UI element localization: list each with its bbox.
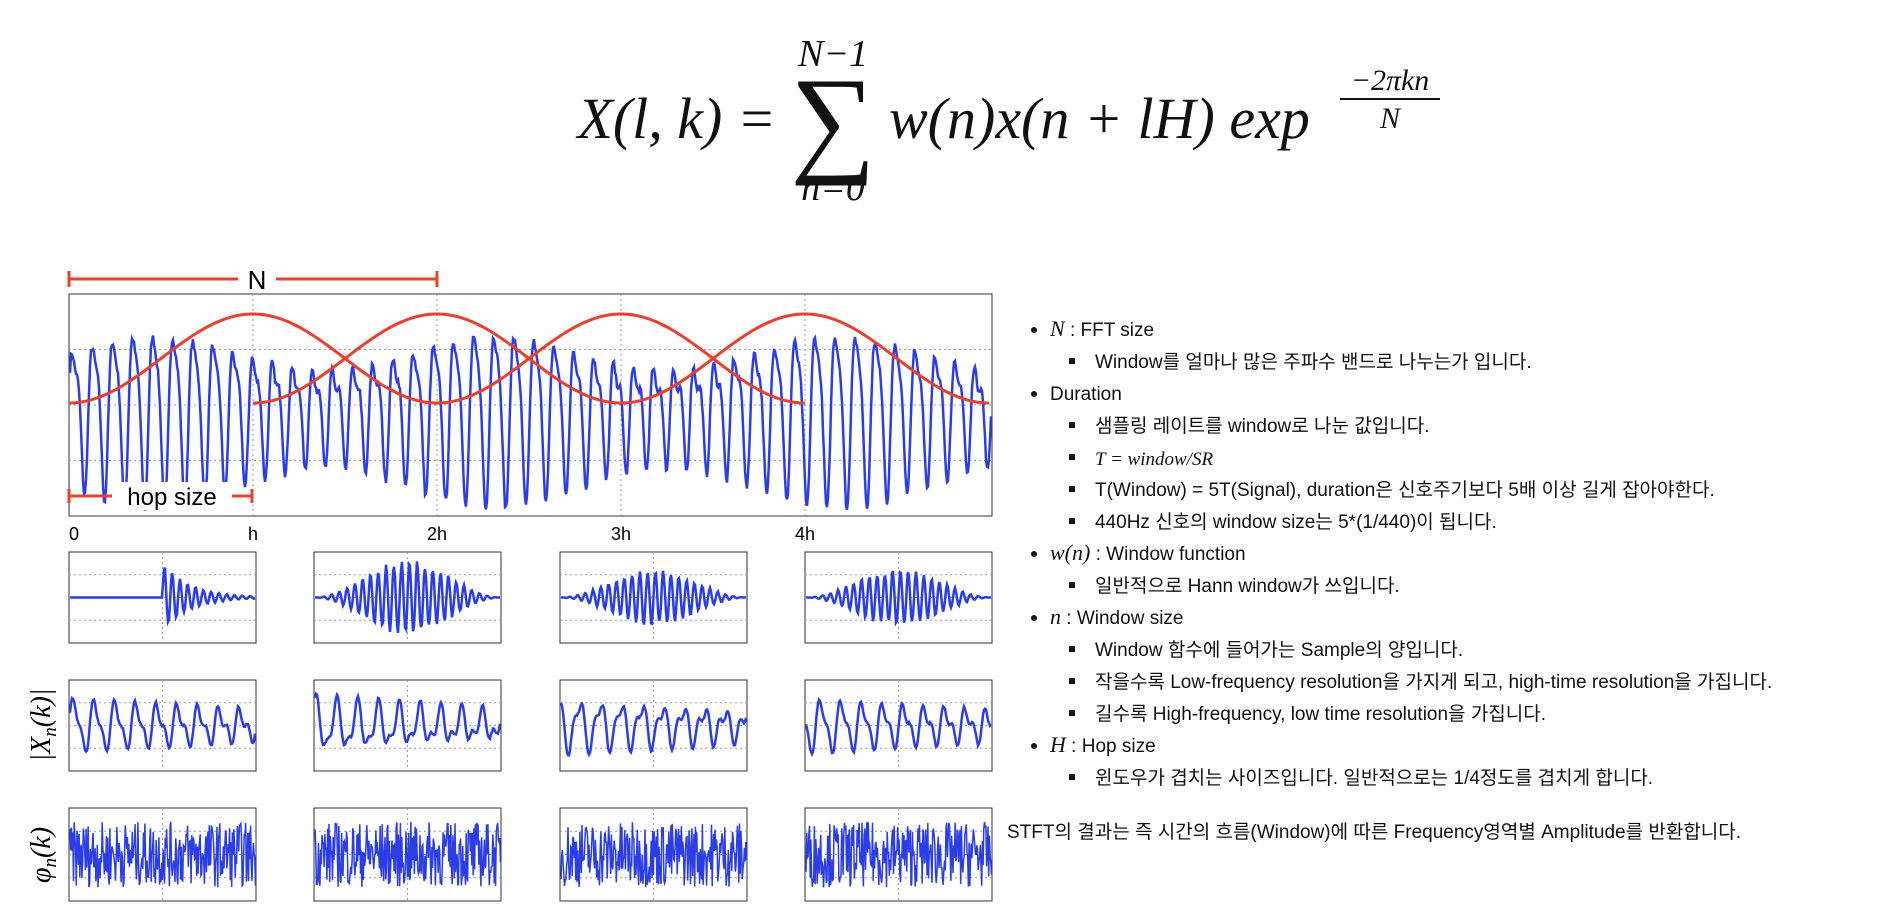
note-sub: 일반적으로 Hann window가 쓰입니다. [1095, 575, 1400, 597]
note-sub: 길수록 High-frequency, low time resolution을… [1095, 703, 1546, 725]
formula-body: w(n)x(n + lH) exp [889, 86, 1310, 151]
sub-bullet [1069, 582, 1075, 588]
signal [68, 334, 993, 511]
exp-denominator: N [1379, 102, 1402, 135]
window-signal [68, 695, 257, 755]
note-item: H : Hop size [1049, 732, 1156, 757]
bullet [1031, 327, 1037, 333]
sub-bullet [1069, 774, 1075, 780]
note-item: N : FFT size [1049, 316, 1154, 341]
magnitude-label: |Xn(k)| [26, 688, 61, 761]
bullet [1031, 391, 1037, 397]
note-symbol: N [1049, 316, 1066, 341]
axis-label: 0 [69, 524, 79, 544]
note-symbol: H [1049, 732, 1067, 757]
formula-lhs: X(l, k) = [575, 86, 776, 151]
note-item: w(n) : Window function [1050, 540, 1246, 565]
summary: STFT의 결과는 즉 시간의 흐름(Window)에 따른 Frequency… [1007, 821, 1741, 843]
sub-bullet [1069, 710, 1075, 716]
window-signal [69, 821, 257, 888]
note-label: Duration [1050, 384, 1122, 405]
window-label: N [248, 265, 267, 295]
bullet [1031, 551, 1037, 557]
hann-window [253, 312, 621, 405]
note-sub: 440Hz 신호의 window size는 5*(1/440)이 됩니다. [1095, 511, 1497, 533]
note-math: T = window/SR [1095, 449, 1213, 470]
exp-numerator: −2πkn [1351, 64, 1430, 97]
note-label: : Window function [1090, 544, 1245, 565]
sub-bullet [1069, 422, 1075, 428]
note-item: Duration [1050, 384, 1122, 405]
sum-symbol: ∑ [790, 53, 876, 186]
bullet [1031, 615, 1037, 621]
window-plots [68, 551, 993, 902]
phase-label: φn(k) [26, 827, 61, 883]
hop-label-bg [112, 482, 232, 510]
axis-label: h [248, 524, 258, 544]
time-axis: 0 h 2h 3h 4h [69, 524, 815, 544]
sub-bullet [1069, 646, 1075, 652]
window-signal [70, 567, 256, 627]
window-signal [804, 697, 992, 758]
hann-window [621, 312, 989, 405]
notes: N : FFT size Window를 얼마나 많은 주파수 밴드로 나누는가 … [1031, 316, 1772, 789]
window-signal [560, 822, 748, 888]
window-signal [559, 701, 748, 758]
note-item: n : Window size [1050, 604, 1183, 629]
note-sub: 샘플링 레이트를 window로 나눈 값입니다. [1095, 415, 1429, 437]
hop-bracket [67, 489, 254, 503]
sub-bullet [1069, 358, 1075, 364]
signal-plot [68, 294, 993, 516]
hann-window [69, 312, 437, 405]
note-label: : Window size [1061, 608, 1183, 629]
window-signal [313, 691, 502, 747]
note-symbol: w(n) [1050, 540, 1090, 565]
window-signal [805, 821, 993, 888]
note-sub: Window 함수에 들어가는 Sample의 양입니다. [1095, 639, 1463, 661]
sub-bullet [1069, 678, 1075, 684]
axis-label: 4h [795, 524, 815, 544]
hann-window [437, 312, 805, 405]
sub-bullet [1069, 518, 1075, 524]
axis-label: 2h [427, 524, 447, 544]
note-sub: T(Window) = 5T(Signal), duration은 신호주기보다… [1095, 479, 1715, 501]
note-sub: Window를 얼마나 많은 주파수 밴드로 나누는가 입니다. [1095, 351, 1532, 373]
note-symbol: n [1050, 604, 1061, 629]
window-bracket [67, 271, 439, 287]
window-signal [561, 570, 746, 626]
window-signal [314, 821, 502, 887]
sum-upper: N−1 [797, 33, 868, 75]
note-label: : Hop size [1066, 736, 1156, 757]
axis-label: 3h [611, 524, 631, 544]
note-sub: 작을수록 Low-frequency resolution을 가지게 되고, h… [1095, 671, 1772, 693]
sum-lower: n=0 [801, 167, 865, 209]
window-signal [806, 569, 991, 627]
sub-bullet [1069, 486, 1075, 492]
note-label: : FFT size [1065, 320, 1154, 341]
note-sub: 윈도우가 겹치는 사이즈입니다. 일반적으로는 1/4정도를 겹치게 합니다. [1095, 767, 1653, 789]
window-signal [315, 560, 500, 634]
hop-label: hop size [127, 484, 216, 511]
formula: X(l, k) = ∑ N−1 n=0 w(n)x(n + lH) exp −2… [575, 33, 1440, 209]
bullet [1031, 743, 1037, 749]
sub-bullet [1069, 454, 1075, 460]
